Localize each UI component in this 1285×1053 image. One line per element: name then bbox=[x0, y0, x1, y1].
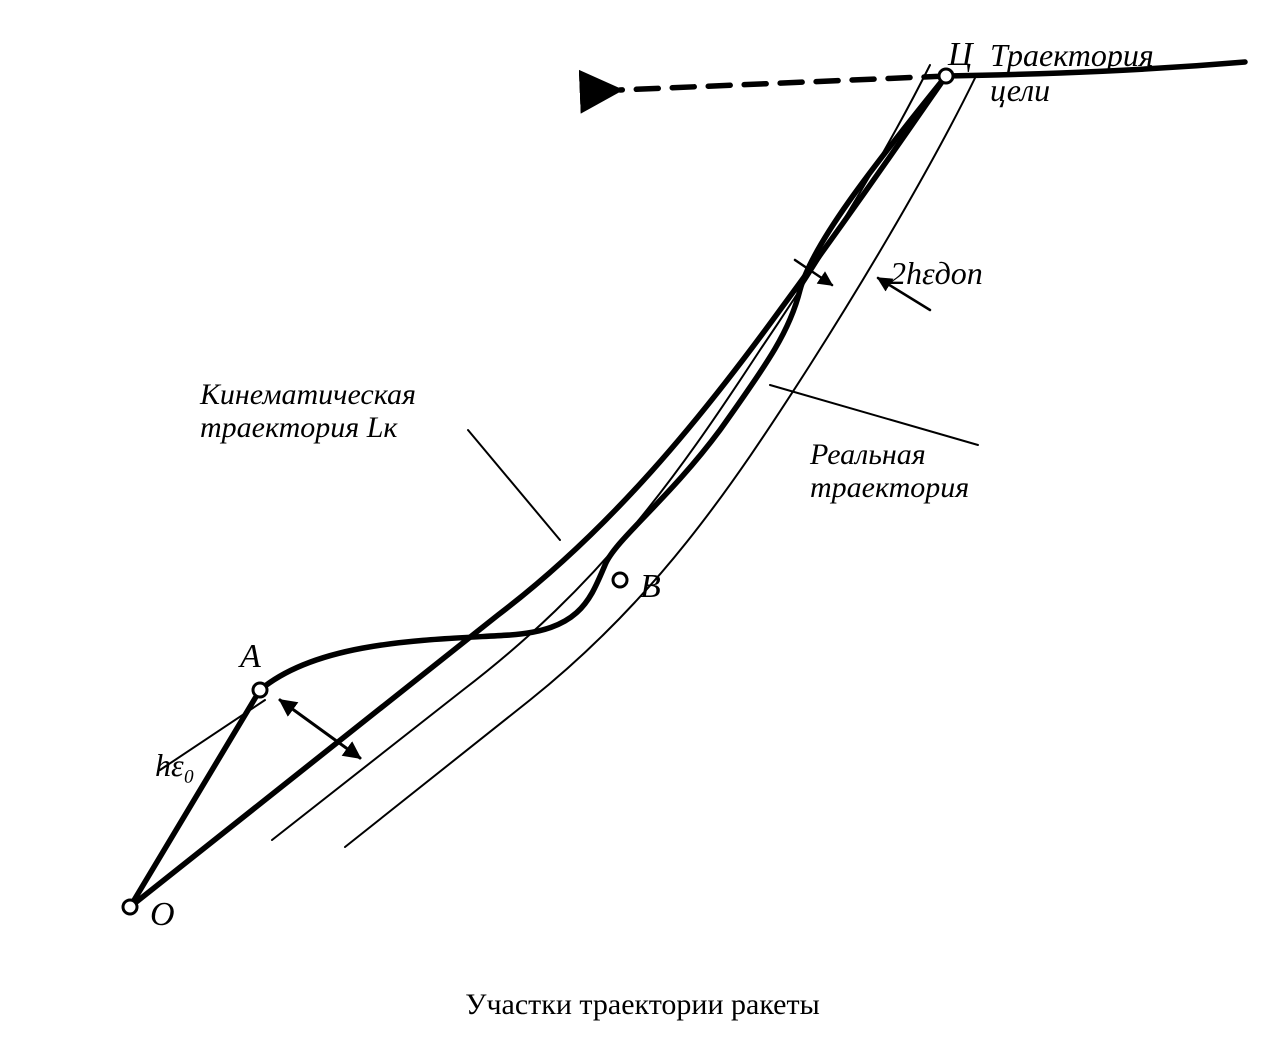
label-2h-eps-dop: 2hεдоп bbox=[890, 256, 983, 291]
label-h-eps0: hε₀ bbox=[155, 748, 195, 783]
figure-caption: Участки траектории ракеты bbox=[0, 988, 1285, 1022]
label-real: Реальная траектория bbox=[810, 438, 969, 504]
label-point-o: О bbox=[150, 896, 175, 933]
label-point-b: В bbox=[640, 568, 661, 605]
label-target: Траектория цели bbox=[990, 38, 1154, 108]
trajectory-diagram bbox=[0, 0, 1285, 1053]
label-point-c: Ц bbox=[948, 36, 973, 73]
label-kinematic: Кинематическая траектория Lк bbox=[200, 378, 416, 444]
label-point-a: А bbox=[240, 638, 261, 675]
